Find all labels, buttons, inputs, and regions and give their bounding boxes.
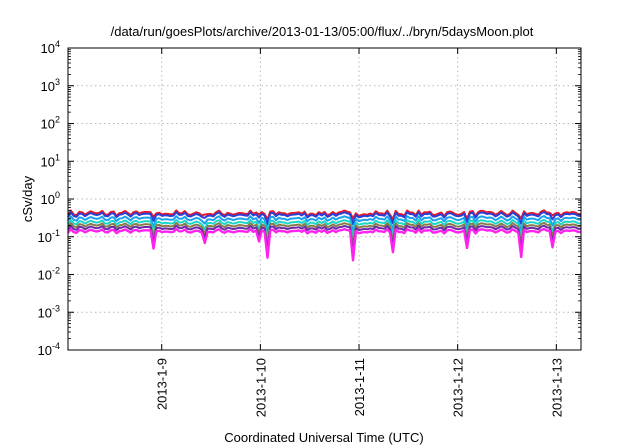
series-line (67, 215, 582, 233)
y-tick-label: 104 (41, 39, 60, 56)
y-tick-label: 10-3 (38, 303, 60, 320)
series-group (67, 209, 582, 262)
y-tick-label: 101 (41, 152, 60, 169)
y-tick-label: 100 (41, 190, 60, 207)
series-line (67, 218, 582, 241)
y-tick-label: 10-2 (38, 266, 60, 283)
series-line (67, 209, 582, 221)
y-axis: 104 103 102 101 100 10-1 10-2 10-3 10-4 (38, 39, 581, 358)
x-tick-label: 2013-1-13 (549, 358, 564, 417)
series-line (67, 211, 582, 226)
y-tick-label: 103 (41, 77, 60, 94)
y-tick-label: 102 (41, 115, 60, 132)
y-axis-label: cSv/day (20, 175, 35, 222)
x-tick-label: 2013-1-10 (253, 358, 268, 417)
grid (68, 48, 581, 350)
x-axis-label: Coordinated Universal Time (UTC) (224, 430, 423, 445)
x-tick-label: 2013-1-9 (155, 358, 170, 410)
y-tick-label: 10-1 (38, 228, 60, 245)
x-axis: 2013-1-9 2013-1-10 2013-1-11 2013-1-12 2013-… (155, 48, 564, 417)
chart-title: /data/run/goesPlots/archive/2013-01-13/0… (111, 24, 534, 39)
series-line (67, 227, 582, 262)
x-tick-label: 2013-1-11 (352, 358, 367, 416)
x-tick-label: 2013-1-12 (451, 358, 466, 417)
y-tick-label: 10-4 (38, 341, 60, 358)
